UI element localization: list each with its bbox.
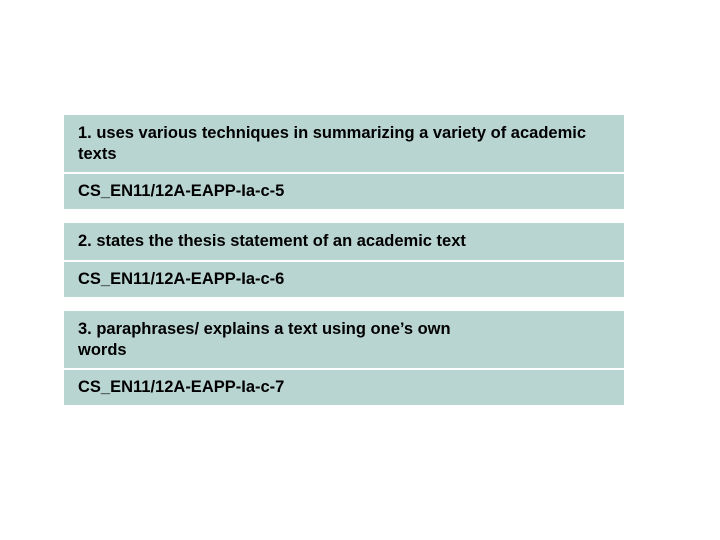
competency-desc-row: 1. uses various techniques in summarizin…: [64, 115, 624, 174]
competency-desc: 2. states the thesis statement of an aca…: [78, 231, 610, 252]
competency-block-2: 2. states the thesis statement of an aca…: [64, 223, 624, 299]
competency-block-3: 3. paraphrases/ explains a text using on…: [64, 311, 624, 407]
competency-code: CS_EN11/12A-EAPP-Ia-c-5: [78, 182, 610, 201]
competency-block-1: 1. uses various techniques in summarizin…: [64, 115, 624, 211]
competency-code-row: CS_EN11/12A-EAPP-Ia-c-5: [64, 174, 624, 211]
competency-code: CS_EN11/12A-EAPP-Ia-c-7: [78, 378, 610, 397]
competency-code: CS_EN11/12A-EAPP-Ia-c-6: [78, 270, 610, 289]
competency-code-row: CS_EN11/12A-EAPP-Ia-c-6: [64, 262, 624, 299]
competency-desc: 3. paraphrases/ explains a text using on…: [78, 319, 498, 360]
competency-desc: 1. uses various techniques in summarizin…: [78, 123, 610, 164]
competency-desc-row: 2. states the thesis statement of an aca…: [64, 223, 624, 262]
slide: 1. uses various techniques in summarizin…: [0, 0, 720, 540]
competency-code-row: CS_EN11/12A-EAPP-Ia-c-7: [64, 370, 624, 407]
competency-desc-row: 3. paraphrases/ explains a text using on…: [64, 311, 624, 370]
